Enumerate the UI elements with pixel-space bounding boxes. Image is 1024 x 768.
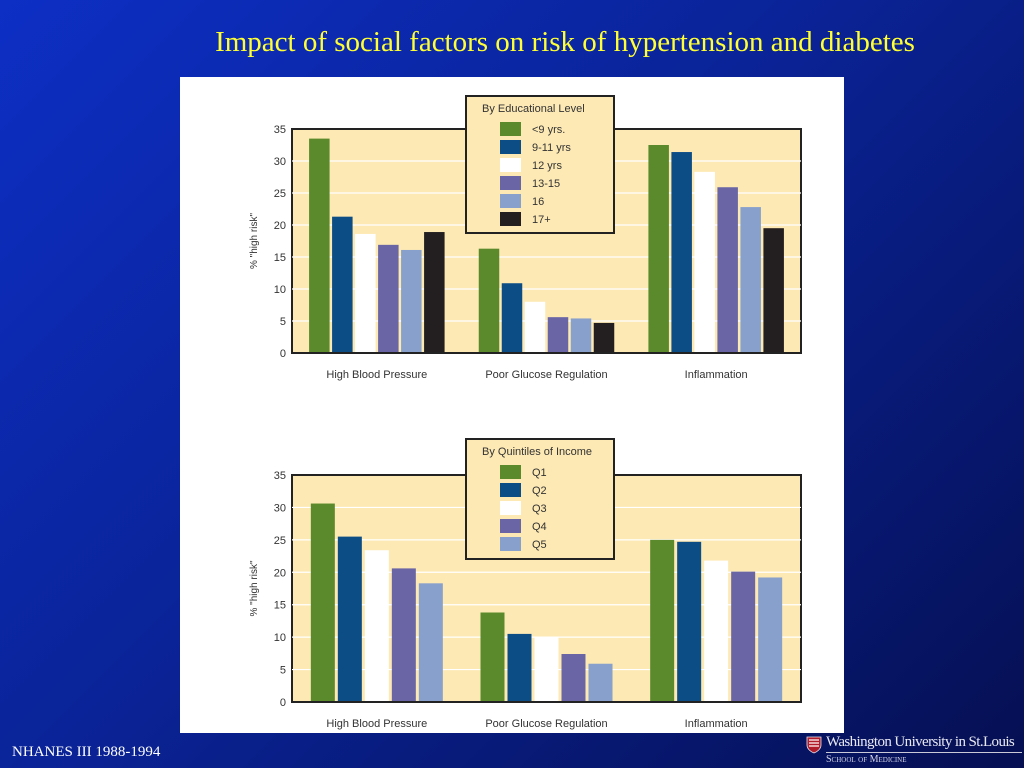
- bar: [378, 244, 399, 353]
- bar: [507, 633, 532, 702]
- chart-2: 0 5 10 15 20 25 30 35 % "high risk" High Blood Pr…: [249, 438, 802, 730]
- legend-swatch: [500, 483, 521, 497]
- bar: [561, 654, 586, 702]
- bar: [570, 318, 592, 353]
- bar: [740, 207, 761, 353]
- legend-title: By Quintiles of Income: [482, 446, 592, 458]
- bar: [704, 560, 729, 702]
- university-shield-icon: [806, 736, 822, 754]
- y-tick-label: 10: [274, 284, 286, 296]
- y-tick-label: 0: [280, 348, 286, 360]
- bar: [763, 228, 784, 353]
- bar: [671, 152, 692, 353]
- legend-swatch: [500, 194, 521, 208]
- chart-1: 0 5 10 15 20 25 30 35 % "high risk" High Blood Pr…: [249, 95, 802, 381]
- legend-swatch: [500, 465, 521, 479]
- legend-swatch: [500, 140, 521, 154]
- slide-title: Impact of social factors on risk of hype…: [215, 26, 915, 58]
- legend-label: 12 yrs: [532, 160, 562, 172]
- bar: [480, 612, 505, 702]
- data-source-footer: NHANES III 1988-1994: [12, 744, 161, 760]
- bar: [547, 317, 569, 353]
- legend-box: [465, 95, 615, 234]
- legend-label: Q4: [532, 521, 547, 533]
- legend-label: <9 yrs.: [532, 124, 565, 136]
- bar: [731, 571, 756, 702]
- bar: [309, 138, 330, 353]
- legend-swatch: [500, 519, 521, 533]
- legend-label: Q5: [532, 539, 547, 551]
- y-tick-label: 20: [274, 567, 286, 579]
- legend-swatch: [500, 501, 521, 515]
- legend-swatch: [500, 212, 521, 226]
- bar: [332, 216, 353, 353]
- x-category-label: High Blood Pressure: [326, 718, 427, 730]
- bar: [758, 577, 783, 702]
- bar: [337, 536, 362, 702]
- legend-label: Q3: [532, 503, 547, 515]
- legend-title: By Educational Level: [482, 103, 585, 115]
- legend-swatch: [500, 122, 521, 136]
- bar: [593, 322, 615, 353]
- institution-subtitle: School of Medicine: [826, 754, 907, 765]
- y-tick-label: 10: [274, 632, 286, 644]
- x-category-label: Inflammation: [685, 718, 748, 730]
- figure-panel: 0 5 10 15 20 25 30 35 % "high risk" High Blood Pr…: [180, 77, 844, 733]
- bar: [424, 232, 445, 353]
- y-tick-label: 25: [274, 188, 286, 200]
- x-category-label: Poor Glucose Regulation: [485, 718, 607, 730]
- bar: [478, 248, 500, 353]
- bar: [355, 233, 376, 353]
- y-axis-label: % "high risk": [249, 560, 260, 616]
- y-tick-label: 35: [274, 124, 286, 136]
- institution-logo: Washington University in St.Louis School…: [806, 734, 1022, 768]
- bar: [310, 503, 335, 702]
- bar: [650, 539, 675, 702]
- bar: [717, 187, 738, 353]
- y-tick-label: 5: [280, 316, 286, 328]
- y-tick-label: 25: [274, 535, 286, 547]
- legend-label: Q2: [532, 485, 547, 497]
- x-category-label: Inflammation: [685, 369, 748, 381]
- legend-swatch: [500, 537, 521, 551]
- legend: By Educational Level <9 yrs. 9-11 yrs 12 yr…: [465, 95, 615, 234]
- x-category-label: Poor Glucose Regulation: [485, 369, 607, 381]
- legend-swatch: [500, 158, 521, 172]
- legend-label: 17+: [532, 214, 551, 226]
- bar: [391, 568, 416, 702]
- y-tick-label: 20: [274, 220, 286, 232]
- legend-label: Q1: [532, 467, 547, 479]
- institution-name: Washington University in St.Louis: [826, 734, 1015, 750]
- legend-label: 16: [532, 196, 544, 208]
- y-tick-label: 5: [280, 665, 286, 677]
- y-tick-label: 15: [274, 252, 286, 264]
- legend: By Quintiles of Income Q1 Q2 Q3 Q4 Q5: [465, 438, 615, 560]
- bar: [524, 301, 546, 353]
- bar: [418, 583, 443, 702]
- y-tick-label: 35: [274, 470, 286, 482]
- bar: [501, 283, 523, 353]
- bar: [677, 541, 702, 702]
- bar: [694, 171, 715, 353]
- bar: [648, 145, 669, 353]
- logo-divider: [826, 752, 1022, 753]
- legend-box: [465, 438, 615, 560]
- y-tick-label: 0: [280, 697, 286, 709]
- x-category-label: High Blood Pressure: [326, 369, 427, 381]
- bar: [534, 636, 559, 702]
- y-tick-label: 15: [274, 600, 286, 612]
- bar: [401, 249, 422, 353]
- bar: [588, 663, 613, 702]
- y-tick-label: 30: [274, 502, 286, 514]
- bar: [364, 550, 389, 702]
- legend-swatch: [500, 176, 521, 190]
- y-axis-label: % "high risk": [249, 213, 260, 269]
- legend-label: 13-15: [532, 178, 560, 190]
- bar-charts: 0 5 10 15 20 25 30 35 % "high risk" High Blood Pr…: [249, 95, 802, 730]
- legend-label: 9-11 yrs: [532, 142, 571, 154]
- y-tick-label: 30: [274, 156, 286, 168]
